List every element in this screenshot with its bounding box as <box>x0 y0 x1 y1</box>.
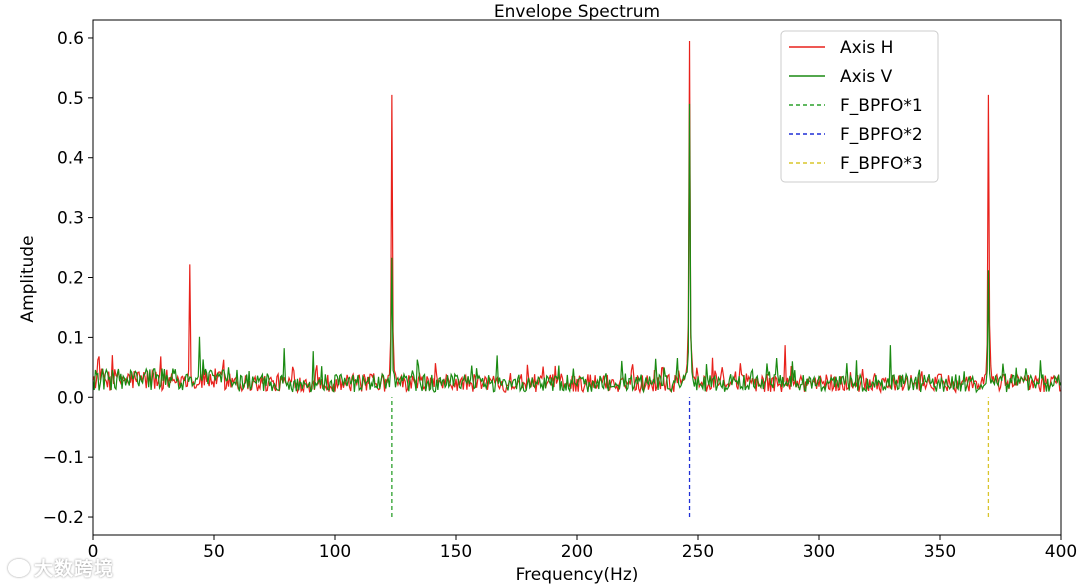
legend-label: F_BPFO*1 <box>840 96 923 116</box>
y-tick-label: 0.2 <box>57 269 84 289</box>
x-tick-label: 100 <box>319 542 351 562</box>
x-tick-label: 200 <box>561 542 593 562</box>
x-tick-label: 0 <box>88 542 99 562</box>
legend-label: F_BPFO*2 <box>840 125 923 145</box>
x-tick-label: 150 <box>440 542 472 562</box>
legend: Axis H Axis V F_BPFO*1 F_BPFO*2 F_BPFO*3 <box>780 30 939 183</box>
legend-label: F_BPFO*3 <box>840 154 923 174</box>
y-axis: −0.2 −0.1 0.0 0.1 0.2 0.3 0.4 0.5 0.6 <box>43 29 93 528</box>
y-tick-label: 0.6 <box>57 29 84 49</box>
plot-area <box>92 40 1062 518</box>
x-tick-label: 50 <box>203 542 225 562</box>
x-tick-label: 350 <box>924 542 956 562</box>
y-tick-label: 0.0 <box>57 388 84 408</box>
legend-box <box>780 30 939 183</box>
watermark: 大数跨境 <box>8 554 114 581</box>
y-tick-label: 0.5 <box>57 89 84 109</box>
y-tick-label: 0.4 <box>57 149 84 169</box>
x-tick-label: 300 <box>803 542 835 562</box>
x-tick-label: 250 <box>682 542 714 562</box>
chart-title: Envelope Spectrum <box>494 2 660 22</box>
x-tick-label: 400 <box>1045 542 1077 562</box>
y-tick-label: 0.1 <box>57 328 84 348</box>
y-tick-label: 0.3 <box>57 209 84 229</box>
watermark-logo-icon <box>8 558 30 577</box>
legend-label: Axis H <box>840 38 893 58</box>
legend-label: Axis V <box>840 67 893 87</box>
y-tick-label: −0.2 <box>43 508 84 528</box>
y-tick-label: −0.1 <box>43 448 84 468</box>
x-axis: 0 50 100 150 200 250 300 350 400 <box>88 535 1077 562</box>
watermark-text: 大数跨境 <box>34 558 115 580</box>
series-line-axis-v <box>92 103 1062 394</box>
x-axis-label: Frequency(Hz) <box>516 565 639 585</box>
y-axis-label: Amplitude <box>18 235 38 322</box>
